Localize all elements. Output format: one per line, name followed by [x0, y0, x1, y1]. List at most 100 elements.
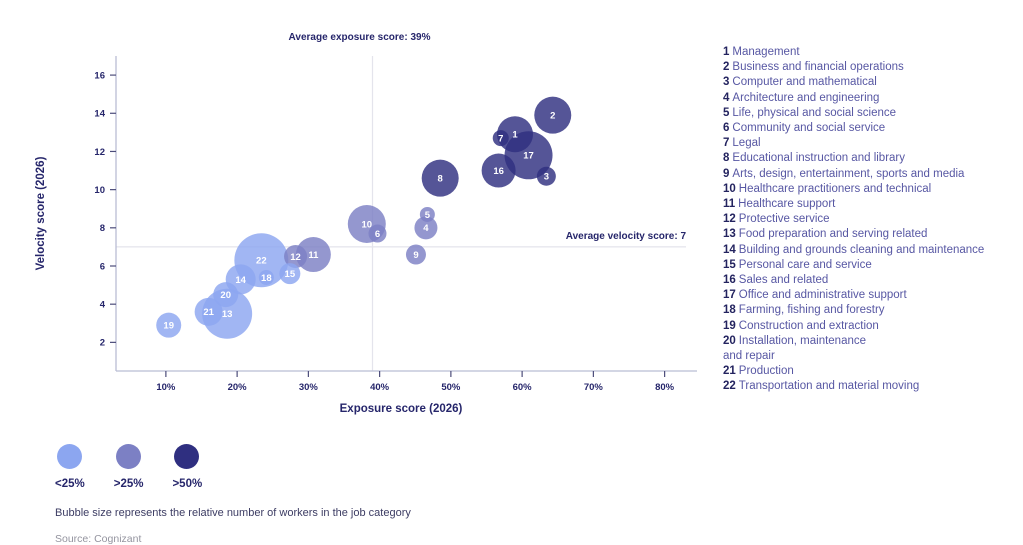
category-legend-item: 2 Business and financial operations: [723, 60, 1000, 75]
x-tick-label: 50%: [441, 382, 461, 393]
category-label: Educational instruction and library: [732, 152, 906, 165]
category-number: 16: [723, 274, 736, 287]
category-number: 7: [723, 137, 730, 150]
size-legend-item: >25%: [113, 444, 144, 490]
category-legend-item: 7 Legal: [723, 136, 1000, 151]
category-legend-item: 4 Architecture and engineering: [723, 91, 1000, 106]
category-legend-item: 15 Personal care and service: [723, 258, 1000, 273]
category-number: 13: [723, 228, 736, 241]
category-number: 10: [723, 182, 736, 195]
x-tick-label: 20%: [228, 382, 248, 393]
bubble-label-14: 14: [235, 275, 246, 286]
y-tick-label: 6: [100, 261, 105, 272]
bubble-label-11: 11: [308, 250, 319, 261]
size-swatch-label: >50%: [172, 478, 203, 490]
category-number: 14: [723, 243, 736, 256]
category-number: 17: [723, 289, 736, 302]
category-legend-item: 21 Production: [723, 364, 1000, 379]
y-tick-label: 16: [94, 70, 105, 81]
category-legend-item: 14 Building and grounds cleaning and main…: [723, 243, 1000, 258]
chart-row: 10% 20% 30% 40% 50% 60% 70% 80% 2 4 6 8 10 12 14 16 Expo…: [35, 32, 1000, 415]
category-legend-item: 22 Transportation and material moving: [723, 379, 1000, 394]
size-legend-note: Bubble size represents the relative numb…: [55, 507, 411, 519]
bubble-label-1: 1: [512, 130, 518, 141]
category-label: Transportation and material moving: [738, 380, 920, 393]
y-axis-title: Velocity score (2026): [35, 156, 47, 270]
bubble-16: [481, 153, 516, 188]
category-label: Architecture and engineering: [732, 91, 880, 104]
category-label: Installation, maintenance and repair: [723, 334, 867, 363]
size-swatch-circle: [174, 444, 200, 469]
y-tick-label: 2: [100, 338, 105, 349]
bubble-8: [421, 159, 459, 197]
category-number: 12: [723, 213, 736, 226]
category-number: 3: [723, 76, 730, 89]
category-number: 5: [723, 106, 730, 119]
category-number: 1: [723, 46, 730, 58]
category-legend-item: 6 Community and social service: [723, 121, 1000, 136]
category-legend-item: 3 Computer and mathematical: [723, 75, 1000, 90]
category-label: Business and financial operations: [732, 61, 904, 74]
category-label: Legal: [732, 137, 761, 150]
category-legend-item: 9 Arts, design, entertainment, sports and…: [723, 167, 1000, 182]
x-tick-label: 60%: [513, 382, 533, 393]
size-legend-item: >50%: [172, 444, 202, 490]
bubble-label-13: 13: [222, 309, 233, 320]
bubble-chart: 10% 20% 30% 40% 50% 60% 70% 80%246810121416Expo…: [35, 32, 697, 415]
category-number: 21: [723, 365, 736, 378]
category-legend-list: 1 Management 2 Business and financial opera…: [723, 45, 1000, 395]
category-legend-item: 10 Healthcare practitioners and technical: [723, 182, 1000, 197]
x-tick-label: 10%: [156, 382, 176, 393]
y-tick-label: 14: [94, 109, 105, 120]
bubble-18: [258, 269, 274, 285]
bubble-label-17: 17: [523, 151, 534, 162]
category-number: 11: [723, 198, 736, 211]
category-label: Community and social service: [732, 122, 886, 135]
bubble-4: [414, 216, 438, 240]
bubble-label-19: 19: [163, 321, 174, 332]
bubble-label-20: 20: [220, 290, 231, 301]
category-label: Personal care and service: [738, 258, 872, 271]
category-legend-item: 17 Office and administrative support: [723, 288, 1000, 303]
category-label: Protective service: [738, 213, 830, 226]
category-legend-item: 19 Construction and extraction: [723, 319, 1000, 334]
bubble-2: [534, 96, 572, 134]
category-number: 4: [723, 91, 730, 104]
category-label: Building and grounds cleaning and mainte…: [738, 243, 985, 256]
x-tick-label: 40%: [370, 382, 390, 393]
bubble-20: [213, 282, 239, 308]
size-swatch-circle: [115, 444, 141, 469]
x-tick-label: 80%: [655, 382, 675, 393]
category-legend-item: 20 Installation, maintenance and repair: [723, 334, 1000, 364]
category-number: 20: [723, 334, 736, 347]
category-legend-item: 1 Management: [723, 45, 1000, 60]
bubble-label-3: 3: [544, 172, 549, 183]
x-tick-label: 70%: [584, 382, 604, 393]
bubble-label-9: 9: [413, 250, 418, 261]
category-label: Sales and related: [738, 274, 829, 287]
size-swatch-label: <25%: [55, 478, 85, 490]
category-label: Production: [738, 365, 794, 378]
category-legend-item: 12 Protective service: [723, 212, 1000, 227]
y-tick-label: 4: [100, 299, 106, 310]
size-swatch-label: >25%: [113, 478, 144, 490]
category-number: 6: [723, 122, 730, 135]
category-legend-item: 8 Educational instruction and library: [723, 151, 1000, 166]
category-label: Office and administrative support: [738, 289, 907, 302]
bubble-21: [194, 297, 223, 326]
size-legend-item: <25%: [55, 444, 85, 490]
category-number: 18: [723, 304, 736, 317]
category-label: Management: [732, 46, 800, 58]
category-legend-item: 11 Healthcare support: [723, 197, 1000, 212]
bubble-label-21: 21: [203, 307, 214, 318]
category-legend-item: 13 Food preparation and serving related: [723, 227, 1000, 242]
bubble-label-5: 5: [425, 210, 431, 221]
bubble-label-12: 12: [290, 252, 301, 263]
bubble-6: [368, 224, 387, 243]
bubble-7: [492, 130, 509, 147]
bubble-3: [536, 166, 556, 186]
bubble-label-8: 8: [438, 174, 443, 185]
category-label: Healthcare practitioners and technical: [738, 182, 932, 195]
category-number: 22: [723, 380, 736, 393]
